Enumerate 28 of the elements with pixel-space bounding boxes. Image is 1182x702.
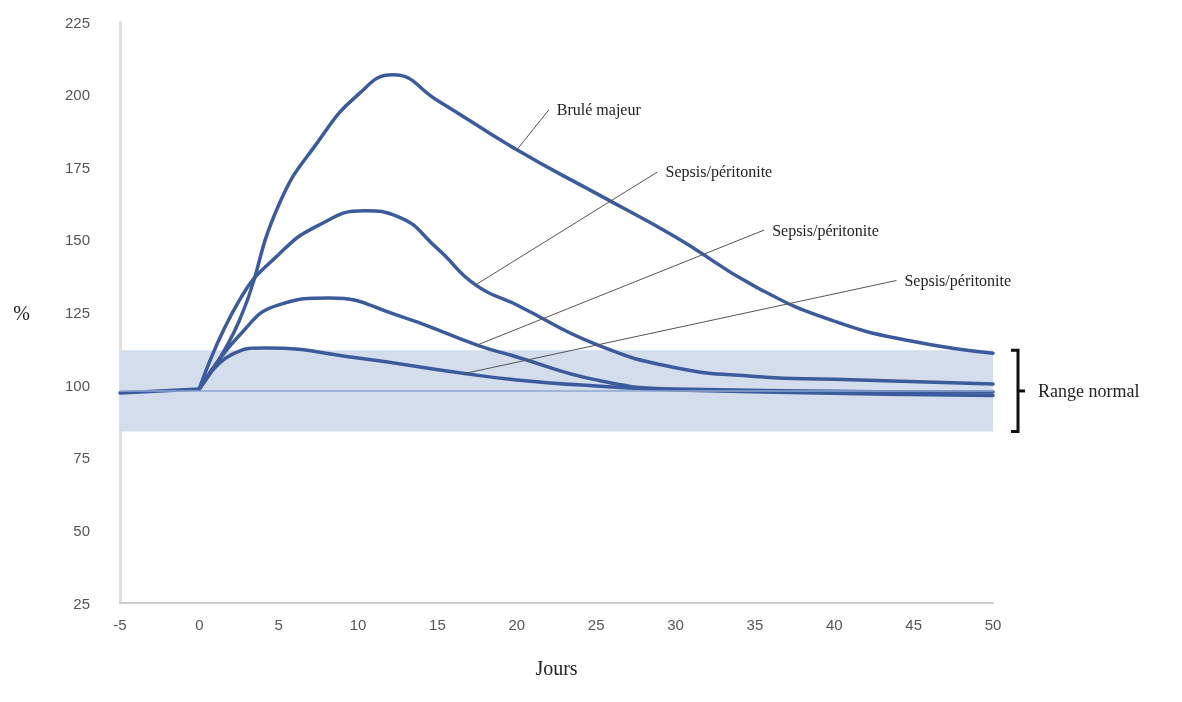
y-tick-label: 225 [64, 13, 90, 31]
y-tick-label: 50 [73, 521, 90, 539]
x-tick-label: 40 [825, 616, 843, 633]
annotation: Brulé majeur [556, 101, 642, 120]
x-tick-label: 15 [429, 616, 446, 633]
x-tick-label: 45 [905, 616, 922, 633]
y-tick-label: 125 [64, 304, 90, 321]
x-tick-label: -5 [113, 616, 127, 633]
y-tick-label: 150 [64, 231, 90, 249]
annotation: Sepsis/péritonite [772, 221, 879, 240]
x-tick-label: 25 [587, 616, 605, 633]
x-tick-label: 30 [667, 616, 684, 633]
y-axis-title: % [13, 301, 30, 324]
band-label: Range normal [1038, 380, 1140, 401]
annotation: Sepsis/péritonite [665, 163, 773, 182]
y-tick-label: 100 [64, 376, 90, 394]
annotation: Sepsis/péritonite [904, 272, 1012, 291]
x-tick-label: 20 [508, 616, 526, 633]
y-tick-label: 200 [64, 86, 90, 104]
x-tick-label: 0 [195, 616, 204, 633]
x-tick-label: 5 [274, 616, 283, 633]
x-axis-title: Jours [535, 657, 578, 679]
y-tick-label: 25 [73, 594, 90, 612]
x-tick-label: 35 [746, 616, 764, 633]
y-tick-label: 175 [64, 158, 90, 176]
x-tick-label: 10 [349, 616, 367, 633]
y-tick-label: 75 [73, 449, 90, 467]
x-tick-label: 50 [984, 616, 1002, 633]
